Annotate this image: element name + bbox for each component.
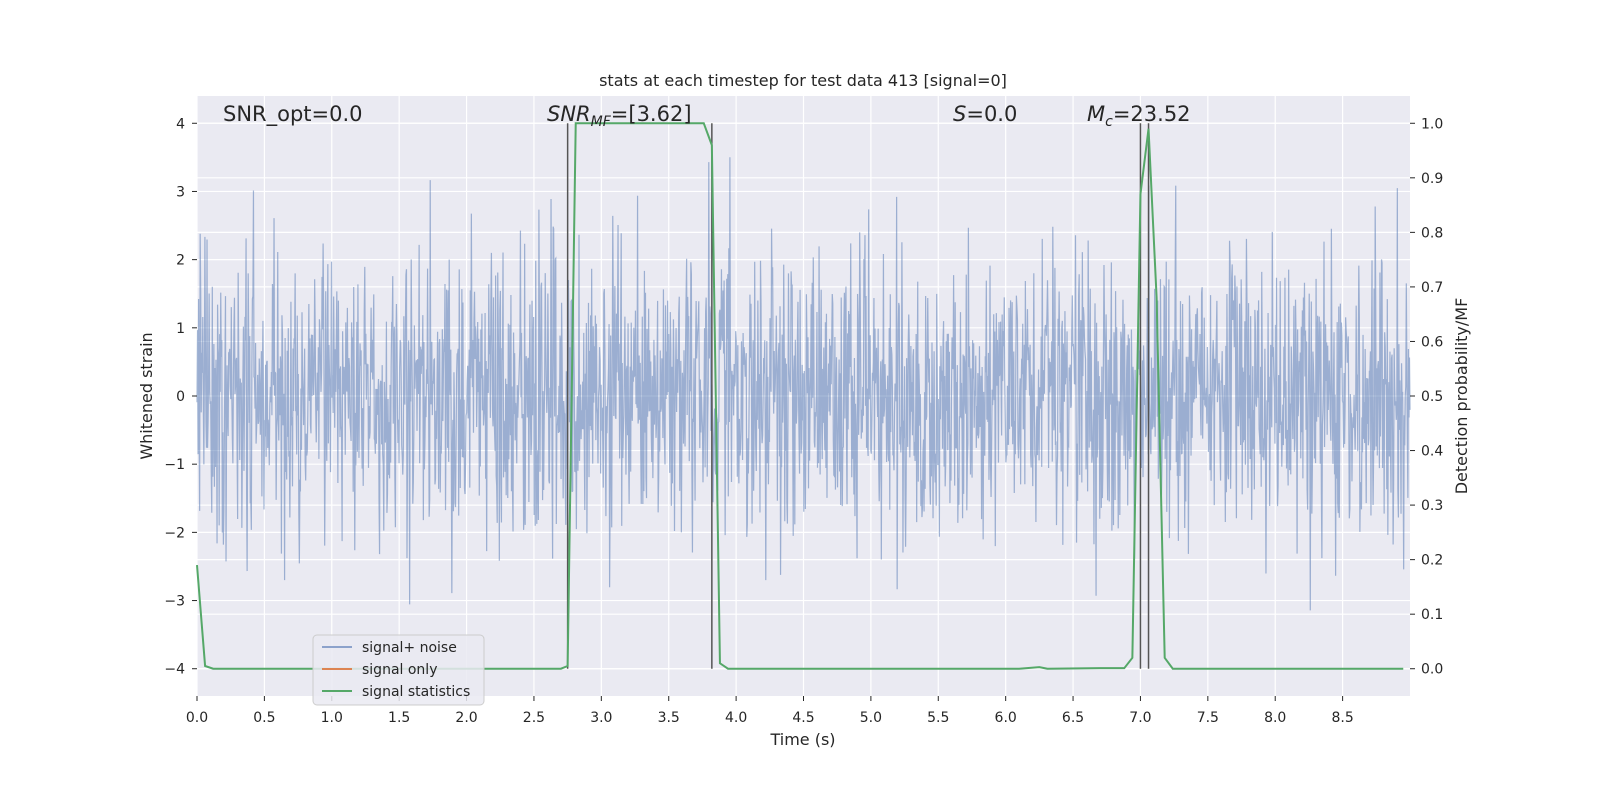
y-right-tick-label: 1.0	[1421, 116, 1443, 132]
y-right-tick-label: 0.8	[1421, 225, 1443, 241]
x-tick-label: 8.5	[1331, 710, 1353, 726]
y-right-tick-label: 0.5	[1421, 389, 1443, 405]
annotation-snr-mf: SNRMF=[3.62]	[547, 102, 692, 130]
x-tick-label: 4.5	[792, 710, 814, 726]
x-tick-label: 5.0	[860, 710, 882, 726]
x-tick-label: 8.0	[1264, 710, 1286, 726]
x-tick-label: 2.0	[455, 710, 477, 726]
y-right-tick-label: 0.9	[1421, 171, 1443, 187]
x-tick-label: 7.5	[1197, 710, 1219, 726]
x-axis-label: Time (s)	[769, 730, 835, 749]
y-right-tick-label: 0.1	[1421, 607, 1443, 623]
y-left-tick-label: 4	[176, 116, 185, 132]
y-right-tick-label: 0.4	[1421, 444, 1443, 460]
y-axis-left-ticks: −4 −3 −2 −1 0 1 2 3 4	[164, 116, 197, 678]
annotation-mc-main: M	[1087, 102, 1105, 126]
y-axis-right-label: Detection probability/MF	[1452, 298, 1471, 495]
x-tick-label: 5.5	[927, 710, 949, 726]
x-tick-label: 0.5	[253, 710, 275, 726]
x-tick-label: 4.0	[725, 710, 747, 726]
y-axis-right-ticks: 0.0 0.1 0.2 0.3 0.4 0.5 0.6 0.7 0.8 0.9 1.0	[1410, 116, 1443, 678]
annotation-s: S=0.0	[953, 102, 1017, 126]
annotation-mc-sub: c	[1105, 114, 1113, 130]
annotation-snr-mf-main: SNR	[547, 102, 591, 126]
y-left-tick-label: −1	[164, 457, 185, 473]
y-left-tick-label: 0	[176, 389, 185, 405]
x-tick-label: 6.0	[995, 710, 1017, 726]
y-axis-left-label: Whitened strain	[137, 332, 156, 459]
x-tick-label: 3.0	[590, 710, 612, 726]
x-tick-label: 2.5	[523, 710, 545, 726]
series-line-signal-noise	[196, 157, 1411, 611]
legend-label-signal-statistics: signal statistics	[362, 684, 470, 700]
y-left-tick-label: 2	[176, 253, 185, 269]
x-tick-label: 3.5	[658, 710, 680, 726]
series-line-signal-statistics	[196, 122, 1404, 670]
x-tick-label: 1.5	[388, 710, 410, 726]
x-tick-label: 1.0	[321, 710, 343, 726]
legend-label-signal-only: signal only	[362, 662, 437, 678]
y-left-tick-label: −4	[164, 662, 185, 678]
y-left-tick-label: −2	[164, 525, 185, 541]
annotation-mc: Mc=23.52	[1087, 102, 1191, 130]
annotation-snr-mf-sub: MF	[591, 114, 612, 130]
annotation-snr-opt: SNR_opt=0.0	[223, 102, 363, 127]
series-signal-noise	[196, 157, 1411, 611]
y-left-tick-label: −3	[164, 594, 185, 610]
annotation-mc-val: =23.52	[1113, 102, 1191, 126]
y-left-tick-label: 3	[176, 184, 185, 200]
y-right-tick-label: 0.3	[1421, 498, 1443, 514]
vertical-marker-lines	[566, 123, 1150, 669]
x-tick-label: 0.0	[186, 710, 208, 726]
y-right-tick-label: 0.7	[1421, 280, 1443, 296]
y-right-tick-label: 0.6	[1421, 334, 1443, 350]
series-signal-statistics	[196, 122, 1404, 670]
x-axis-ticks: 0.0 0.5 1.0 1.5 2.0 2.5 3.0 3.5 4.0 4.5 5.0 5.5 6.0 6…	[186, 696, 1354, 726]
y-right-tick-label: 0.0	[1421, 662, 1443, 678]
y-left-tick-label: 1	[176, 321, 185, 337]
x-tick-label: 7.0	[1129, 710, 1151, 726]
x-tick-label: 6.5	[1062, 710, 1084, 726]
y-right-tick-label: 0.2	[1421, 553, 1443, 569]
annotation-s-main: S	[953, 102, 966, 126]
legend-box	[312, 634, 485, 706]
annotation-s-val: =0.0	[966, 102, 1017, 126]
legend-label-signal-noise: signal+ noise	[362, 640, 457, 656]
chart-title: stats at each timestep for test data 413…	[599, 71, 1007, 90]
legend: signal+ noise signal only signal statist…	[312, 634, 485, 706]
annotation-snr-mf-val: =[3.62]	[611, 102, 692, 126]
